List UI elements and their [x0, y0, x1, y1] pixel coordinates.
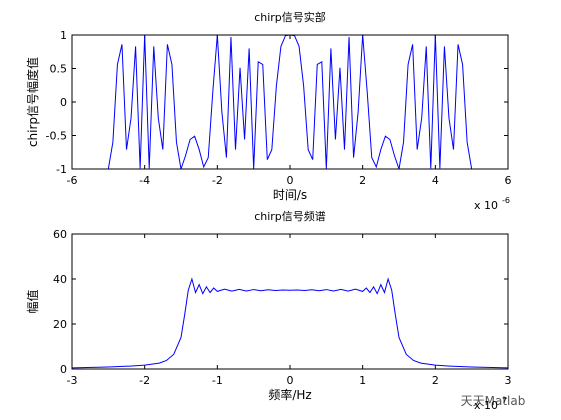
x-tick-label: 1 — [359, 374, 366, 387]
x-tick-label: 0 — [287, 374, 294, 387]
x-tick-label: -3 — [67, 374, 78, 387]
x-tick-label: 2 — [359, 174, 366, 187]
x-tick-label: -1 — [212, 374, 223, 387]
x-tick-label: -4 — [139, 174, 150, 187]
x-axis-label: 时间/s — [273, 188, 307, 202]
x-exponent-base: x 10 — [474, 399, 498, 412]
data-line — [71, 277, 509, 369]
y-tick-label: 0 — [60, 363, 67, 376]
y-tick-label: 0 — [60, 96, 67, 109]
axes-background — [72, 35, 508, 169]
x-tick-label: 4 — [432, 174, 439, 187]
x-axis-label: 频率/Hz — [268, 387, 311, 402]
axes-box — [71, 233, 509, 370]
x-tick-label: 6 — [505, 174, 512, 187]
y-tick-label: 20 — [53, 318, 67, 331]
chart-title: chirp信号实部 — [254, 10, 326, 24]
y-tick-label: 60 — [53, 228, 67, 241]
x-tick-label: 3 — [505, 374, 512, 387]
x-exponent-base: x 10 — [474, 199, 498, 212]
x-exponent: -6 — [502, 196, 510, 205]
x-tick-label: -2 — [212, 174, 223, 187]
y-tick-label: 0.5 — [50, 63, 68, 76]
x-tick-label: 0 — [287, 174, 294, 187]
watermark: 天天Matlab — [461, 394, 526, 408]
x-exponent: 7 — [502, 396, 507, 405]
y-axis-label: chirp信号幅度值 — [25, 57, 40, 147]
y-tick-label: -0.5 — [46, 130, 67, 143]
x-tick-label: 2 — [432, 374, 439, 387]
y-tick-label: 40 — [53, 273, 67, 286]
y-tick-label: -1 — [56, 163, 67, 176]
x-tick-label: -6 — [67, 174, 78, 187]
y-tick-label: 1 — [60, 29, 67, 42]
x-tick-label: -2 — [139, 374, 150, 387]
axes-box — [71, 34, 509, 170]
y-axis-label: 幅值 — [25, 289, 40, 313]
chart-title: chirp信号频谱 — [254, 209, 326, 223]
axes-background — [72, 234, 508, 369]
